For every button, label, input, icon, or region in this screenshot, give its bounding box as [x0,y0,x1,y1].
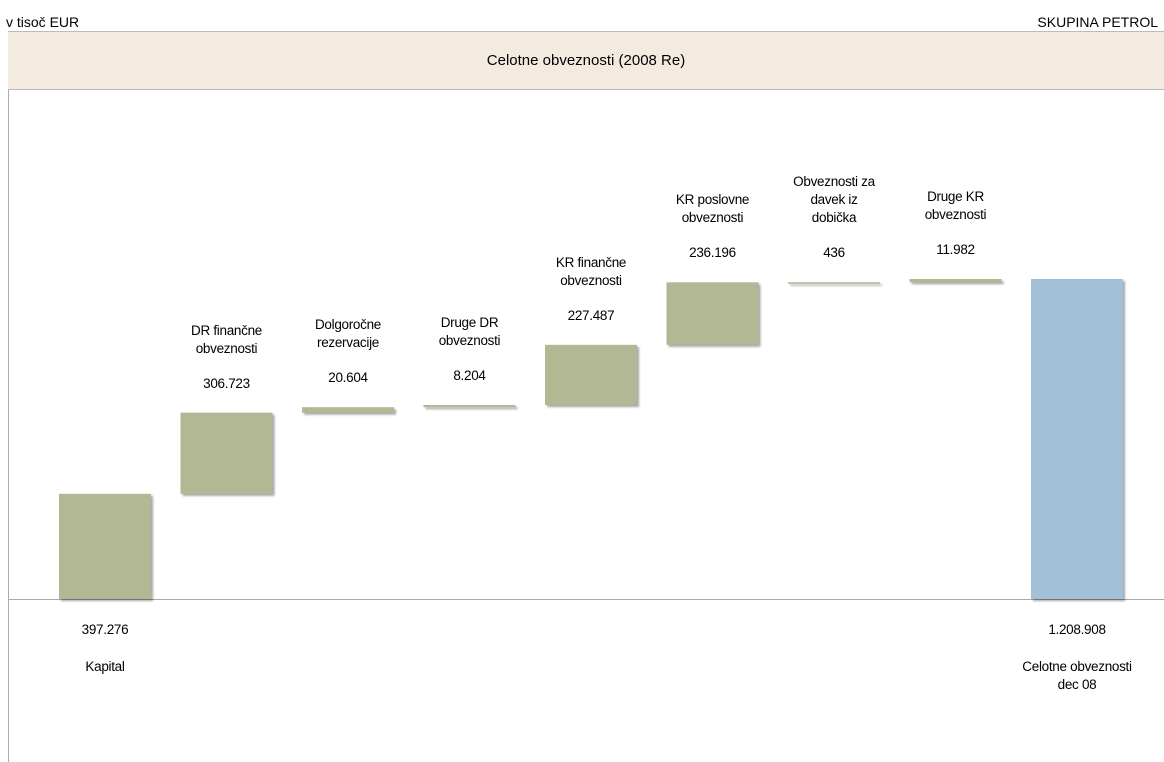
category-label: Druge DR obveznosti [438,315,501,349]
bar [302,407,394,413]
category-label: Kapital [85,659,125,674]
category-label: KR finančne obveznosti [555,254,627,288]
bar [59,493,151,599]
value-label: 306.723 [203,375,250,391]
bar [909,279,1002,283]
value-label: 436 [823,245,845,261]
category-label: KR poslovne obveznosti [675,192,750,226]
category-label: Obveznosti za davek iz dobička [793,174,875,226]
value-label: 8.204 [453,368,486,384]
category-label: DR finančne obveznosti [191,322,262,356]
value-label: 397.276 [81,622,129,637]
bar [180,412,273,494]
bar [423,405,516,408]
bar [1031,279,1123,599]
unit-label: v tisoč EUR [6,14,80,30]
category-label: Druge KR obveznosti [924,189,987,222]
value-label: 11.982 [936,242,975,257]
company-label: SKUPINA PETROL [1037,14,1158,30]
category-label: Celotne obveznosti dec 08 [1022,659,1132,692]
bar [545,344,637,406]
chart-title: Celotne obveznosti (2008 Re) [8,31,1164,90]
value-label: 1.208.908 [1048,622,1106,637]
bar [788,282,880,284]
bar [666,282,759,345]
value-label: 236.196 [689,245,736,261]
value-label: 227.487 [567,307,615,323]
category-label: Dolgoročne rezervacije [314,317,382,351]
value-label: 20.604 [328,370,368,386]
